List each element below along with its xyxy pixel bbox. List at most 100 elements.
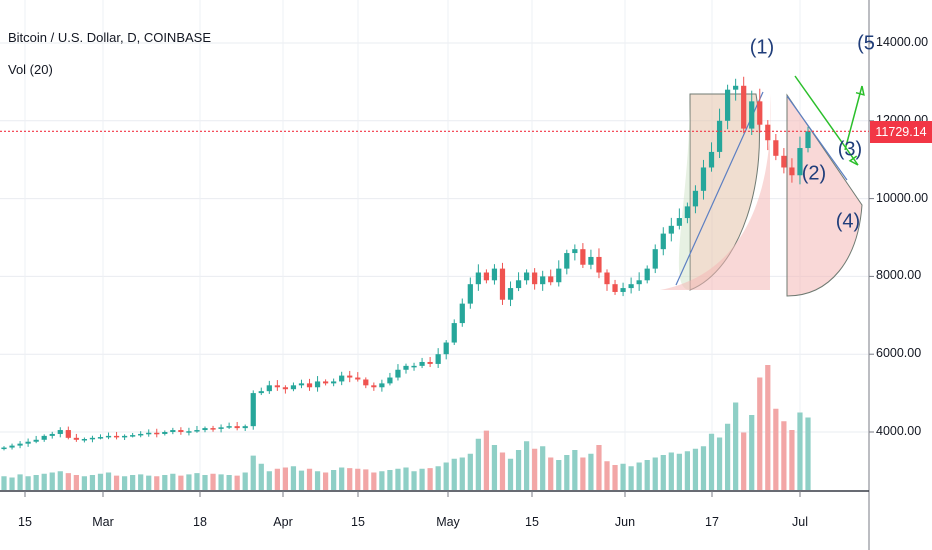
candle-body [170, 430, 176, 432]
time-axis-label: 15 [18, 515, 32, 529]
candle-body [692, 190, 699, 207]
price-axis-label: 4000.00 [876, 424, 922, 438]
candle-body [121, 435, 128, 438]
candle-body [250, 393, 256, 427]
volume-bar [121, 476, 128, 490]
volume-bar [596, 445, 602, 490]
candle-body [234, 426, 240, 429]
volume-bar [97, 473, 104, 490]
candle-body [435, 354, 441, 364]
candle-body [443, 342, 449, 355]
volume-bar [57, 471, 63, 490]
trend-line-2 [786, 95, 848, 181]
trend-line-1 [675, 91, 764, 286]
volume-bar [475, 438, 481, 490]
last-price-tag: 11729.14 [870, 121, 932, 143]
volume-bar [572, 450, 578, 490]
candle-body [138, 433, 144, 436]
volume-bar [49, 472, 55, 490]
candle-body [65, 430, 71, 438]
candle-body [491, 268, 498, 281]
annotation-arc-2 [660, 94, 771, 290]
candle-body [226, 426, 232, 428]
arrow-down-wave [794, 75, 859, 166]
wave-label: (2) [801, 162, 827, 185]
volume-bar [113, 475, 120, 490]
volume-bar [515, 450, 522, 490]
volume-bar [491, 445, 498, 490]
candle-body [459, 303, 465, 324]
candle-body [1, 447, 7, 450]
price-axis-label: 14000.00 [876, 35, 929, 49]
volume-bar [403, 467, 409, 490]
candle-body [411, 365, 417, 368]
candle-body [266, 385, 272, 392]
candle-body [89, 437, 96, 440]
candle-body [700, 167, 707, 191]
time-axis-label: 15 [351, 515, 365, 529]
time-axis-label: 17 [705, 515, 719, 529]
volume-bar [314, 471, 321, 490]
volume-bar [298, 470, 305, 490]
volume-bar [532, 448, 538, 490]
volume-bar [226, 475, 232, 490]
volume-bar [708, 433, 715, 490]
volume-bar [218, 474, 224, 490]
candle-body [419, 361, 425, 366]
candle-body [113, 435, 120, 438]
candle-body [733, 85, 739, 90]
candle-body [9, 445, 15, 448]
volume-bar [178, 475, 184, 490]
candle-body [17, 443, 23, 446]
volume-bar [660, 455, 666, 490]
candle-body [676, 218, 682, 226]
candle-body [258, 391, 264, 394]
volume-bar [210, 473, 216, 490]
volume-bar [724, 423, 731, 490]
candle-body [523, 272, 530, 281]
volume-bar [797, 412, 803, 490]
volume-bar [749, 415, 755, 490]
candle-body [331, 381, 337, 384]
arrow-down-wave-head [848, 155, 859, 166]
candle-body [371, 385, 377, 388]
volume-bar [419, 468, 425, 490]
candle-body [49, 433, 55, 436]
candle-body [306, 383, 313, 388]
candle-body [797, 148, 803, 176]
candle-body [765, 124, 771, 141]
volume-bar [507, 458, 514, 490]
volume-bar [331, 470, 337, 490]
time-axis-label: Jul [792, 515, 808, 529]
candle-body [322, 381, 329, 384]
symbol-title[interactable]: Bitcoin / U.S. Dollar, D, COINBASE [8, 30, 212, 45]
candle-body [636, 280, 642, 285]
candle-body [588, 256, 594, 265]
volume-bar [282, 467, 289, 490]
time-axis-label: May [436, 515, 460, 529]
volume-bar [684, 451, 691, 490]
volume-bar [733, 402, 739, 490]
candle-body [73, 437, 79, 440]
volume-indicator-label[interactable]: Vol (20) [8, 62, 53, 77]
volume-bar [186, 474, 192, 490]
candle-body [644, 268, 650, 281]
volume-bar [258, 463, 264, 490]
volume-bar [668, 452, 674, 490]
volume-bar [146, 475, 152, 490]
volume-bar [73, 475, 79, 490]
volume-bar [741, 432, 747, 490]
annotation-rect-1 [678, 94, 690, 290]
volume-bar [628, 466, 634, 490]
candle-body [483, 272, 490, 281]
volume-bar [170, 473, 176, 490]
candle-body [403, 365, 409, 370]
volume-bar [523, 441, 530, 490]
candle-body [724, 89, 731, 121]
candle-body [805, 131, 811, 149]
time-axis-label: 15 [525, 515, 539, 529]
price-axis-label: 6000.00 [876, 346, 922, 361]
volume-bar [580, 457, 586, 490]
wave-label: (3) [837, 138, 863, 161]
